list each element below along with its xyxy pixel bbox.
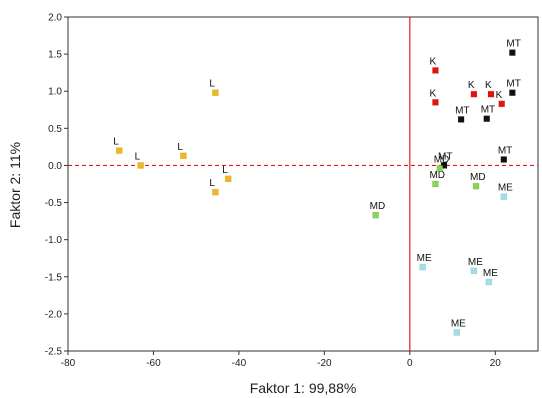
data-point [180,152,187,160]
data-point-label: ME [483,268,498,279]
data-point-label: ME [417,253,432,264]
series-md: MD MD MD MD [370,154,486,219]
y-tick-label: -0.5 [45,198,63,209]
y-tick-label: -2.5 [45,347,63,358]
data-point-label: K [429,88,436,99]
data-point-label: MT [498,146,512,157]
data-point [498,100,505,108]
y-tick-label: 0.5 [48,124,62,135]
data-point [509,89,516,96]
data-point-label: K [429,56,436,67]
data-point-label: MT [438,151,452,162]
x-axis-label: Faktor 1: 99,88% [250,380,357,396]
data-point-label: MT [506,79,520,90]
data-point-label: MT [455,105,469,116]
data-point-label: L [209,79,215,90]
y-axis-label: Faktor 2: 11% [7,142,23,228]
data-point [436,165,443,172]
data-point-label: L [135,151,141,162]
data-point-label: L [209,178,215,189]
y-tick-label: -1.5 [45,272,63,283]
data-point [500,156,508,163]
data-point [432,99,439,106]
y-tick-label: -2.0 [45,309,63,320]
series-k: KKK KK [429,56,505,108]
data-point-label: K [496,90,503,101]
data-point [372,211,379,219]
plot-area [67,16,539,352]
x-tick-label: -80 [61,358,76,369]
data-point [419,263,426,271]
reference-lines [68,17,538,351]
data-point [116,147,123,154]
data-point-label: L [113,137,119,148]
data-point-label: L [222,165,228,176]
data-point [212,89,219,96]
data-point [509,49,516,56]
x-tick-label: 0 [407,358,413,369]
data-point-label: MD [434,154,450,165]
x-tick-label: -20 [317,358,332,369]
data-point-label: MD [429,170,445,181]
data-point [453,329,461,336]
y-tick-label: 1.0 [48,87,62,98]
data-point [432,67,439,74]
data-point [485,278,493,286]
y-tick-label: -1.0 [45,235,63,246]
series-mt: MT MT MT MT MT MT [438,39,521,169]
data-point [483,115,490,122]
data-point [212,188,219,196]
data-point-label: MT [481,105,495,116]
data-point [500,193,508,200]
data-point-label: K [485,80,492,91]
data-point [457,116,465,123]
data-point-label: K [468,80,475,91]
data-point [470,90,478,98]
x-tick-label: 20 [490,358,502,369]
data-point-label: MT [506,39,520,50]
data-point-label: ME [498,183,513,194]
axis-ticks: -80 -60 -40 -20 0 20 2.0 1.5 1.0 0.5 0.0 -0.5 -1.0 -1… [45,13,502,370]
data-point-label: MD [370,201,386,212]
data-point-label: ME [451,318,466,329]
data-point-label: MD [470,172,486,183]
y-tick-label: 2.0 [48,13,62,24]
data-point [472,182,480,190]
data-point [487,90,495,98]
data-point [224,175,232,183]
y-tick-label: 1.5 [48,50,62,61]
data-point [137,162,144,169]
x-tick-label: -60 [146,358,161,369]
data-point-label: ME [468,257,483,268]
x-tick-label: -40 [232,358,247,369]
y-tick-label: 0.0 [48,161,62,172]
data-point-label: L [177,142,183,153]
data-point [470,267,478,275]
data-point [432,180,439,188]
